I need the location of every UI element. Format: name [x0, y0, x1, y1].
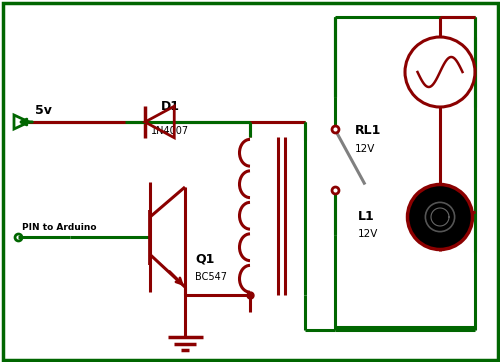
Text: 5v: 5v [35, 105, 52, 118]
Text: 12V: 12V [355, 144, 376, 154]
Text: L1: L1 [358, 210, 374, 223]
Circle shape [408, 185, 472, 249]
Text: 12V: 12V [358, 229, 378, 239]
Text: D1: D1 [160, 100, 180, 113]
Text: RL1: RL1 [355, 125, 382, 138]
Text: BC547: BC547 [195, 272, 227, 282]
Text: PIN to Arduino: PIN to Arduino [22, 223, 97, 232]
Text: 1N4007: 1N4007 [151, 126, 189, 136]
Text: Q1: Q1 [195, 252, 214, 265]
